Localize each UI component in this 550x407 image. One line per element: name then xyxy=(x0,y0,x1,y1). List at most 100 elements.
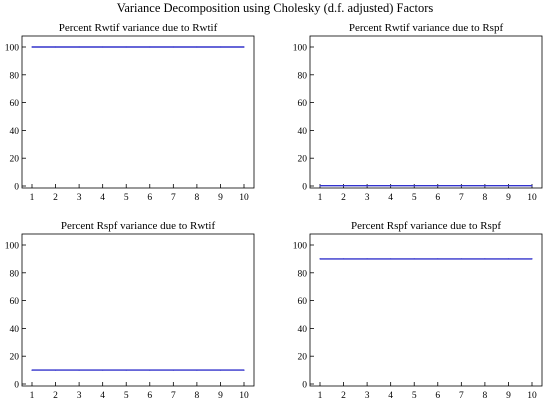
x-tick-label: 6 xyxy=(147,391,152,401)
data-point xyxy=(437,185,439,187)
plot-frame xyxy=(309,233,543,387)
data-point xyxy=(78,46,80,48)
data-point xyxy=(507,258,510,260)
x-tick-label: 1 xyxy=(318,391,323,401)
panel-title: Percent Rspf variance due to Rwtif xyxy=(61,220,216,232)
chart-panel-2: Percent Rwtif variance due to Rspf 0 20 40 6… xyxy=(293,22,543,203)
x-tick-label: 3 xyxy=(77,391,82,401)
y-tick-label: 80 xyxy=(10,71,20,81)
x-tick-label: 10 xyxy=(527,391,537,401)
data-point xyxy=(54,46,57,48)
data-point xyxy=(319,185,321,187)
x-tick-label: 7 xyxy=(459,193,464,203)
y-tick-label: 40 xyxy=(10,127,20,137)
data-point xyxy=(319,258,321,260)
data-point xyxy=(102,46,104,48)
x-tick-label: 6 xyxy=(435,391,440,401)
x-tick-label: 8 xyxy=(195,193,200,203)
chart-panel-1: Percent Rwtif variance due to Rwtif 0 20 40… xyxy=(5,22,255,203)
panel-title: Percent Rwtif variance due to Rspf xyxy=(349,22,504,34)
data-point xyxy=(31,369,33,371)
x-tick-label: 8 xyxy=(195,391,200,401)
y-tick-label: 0 xyxy=(14,381,19,391)
data-point xyxy=(172,369,174,371)
y-tick-label: 20 xyxy=(10,155,20,165)
x-tick-label: 6 xyxy=(147,193,152,203)
data-point xyxy=(413,185,415,187)
x-tick-label: 7 xyxy=(171,193,176,203)
panel-title: Percent Rwtif variance due to Rwtif xyxy=(59,22,218,34)
x-tick-label: 6 xyxy=(435,193,440,203)
data-point xyxy=(437,258,439,260)
x-tick-label: 2 xyxy=(341,391,346,401)
y-tick-label: 20 xyxy=(10,353,20,363)
data-point xyxy=(366,185,368,187)
data-point xyxy=(125,369,127,371)
x-tick-label: 5 xyxy=(124,193,129,203)
data-point xyxy=(149,46,151,48)
data-point xyxy=(243,369,245,371)
x-tick-label: 4 xyxy=(100,193,105,203)
y-tick-label: 40 xyxy=(10,325,20,335)
x-tick-label: 8 xyxy=(483,391,488,401)
data-point xyxy=(484,258,486,260)
x-tick-label: 3 xyxy=(77,193,82,203)
data-point xyxy=(149,369,151,371)
y-tick-label: 100 xyxy=(5,242,20,252)
y-tick-label: 40 xyxy=(298,325,308,335)
data-point xyxy=(172,46,174,48)
data-point xyxy=(78,369,80,371)
x-tick-label: 5 xyxy=(412,391,417,401)
x-tick-label: 1 xyxy=(318,193,323,203)
data-point xyxy=(243,46,245,48)
y-tick-label: 80 xyxy=(10,269,20,279)
x-tick-label: 9 xyxy=(506,193,511,203)
panel-title: Percent Rspf variance due to Rspf xyxy=(351,220,501,232)
y-tick-label: 0 xyxy=(14,183,19,193)
data-point xyxy=(196,46,198,48)
y-tick-label: 100 xyxy=(293,242,308,252)
data-point xyxy=(219,46,222,48)
x-tick-label: 9 xyxy=(218,193,223,203)
x-tick-label: 1 xyxy=(30,193,35,203)
y-tick-label: 0 xyxy=(302,381,307,391)
x-tick-label: 9 xyxy=(506,391,511,401)
x-tick-label: 1 xyxy=(30,391,35,401)
x-tick-label: 5 xyxy=(412,193,417,203)
data-point xyxy=(484,185,486,187)
chart-panel-3: Percent Rspf variance due to Rwtif 0 20 40 6… xyxy=(5,220,255,401)
y-tick-label: 100 xyxy=(5,44,20,54)
data-point xyxy=(31,46,33,48)
chart-panel-4: Percent Rspf variance due to Rspf 0 20 40 60… xyxy=(293,220,543,401)
x-tick-label: 10 xyxy=(239,193,249,203)
plot-frame xyxy=(21,233,255,387)
x-tick-label: 2 xyxy=(341,193,346,203)
y-tick-label: 40 xyxy=(298,127,308,137)
data-point xyxy=(531,258,533,260)
y-tick-label: 60 xyxy=(10,297,20,307)
x-tick-label: 8 xyxy=(483,193,488,203)
x-tick-label: 9 xyxy=(218,391,223,401)
plot-frame xyxy=(309,35,543,189)
x-tick-label: 4 xyxy=(388,193,393,203)
data-point xyxy=(507,185,510,187)
y-tick-label: 80 xyxy=(298,71,308,81)
x-tick-label: 7 xyxy=(171,391,176,401)
x-tick-label: 2 xyxy=(53,193,58,203)
x-tick-label: 4 xyxy=(388,391,393,401)
y-tick-label: 60 xyxy=(298,297,308,307)
y-tick-label: 20 xyxy=(298,155,308,165)
data-point xyxy=(460,185,462,187)
data-point xyxy=(531,185,533,187)
y-tick-label: 20 xyxy=(298,353,308,363)
data-point xyxy=(342,185,345,187)
data-point xyxy=(196,369,198,371)
data-point xyxy=(460,258,462,260)
x-tick-label: 3 xyxy=(365,391,370,401)
chart-panels: Percent Rwtif variance due to Rwtif02040… xyxy=(5,22,543,401)
data-point xyxy=(390,258,392,260)
y-tick-label: 60 xyxy=(10,99,20,109)
data-point xyxy=(54,369,57,371)
data-point xyxy=(390,185,392,187)
